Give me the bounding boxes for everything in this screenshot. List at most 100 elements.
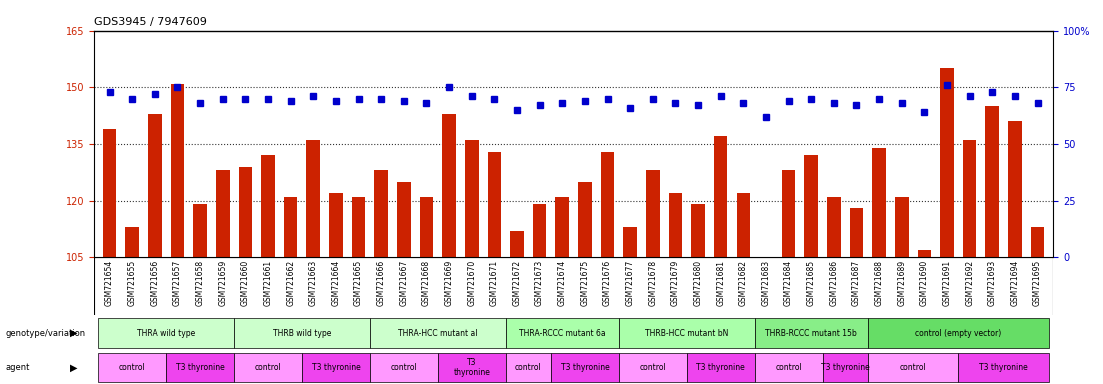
FancyBboxPatch shape	[234, 318, 370, 348]
Text: GSM721656: GSM721656	[150, 260, 159, 306]
Text: GSM721680: GSM721680	[694, 260, 703, 306]
FancyBboxPatch shape	[370, 318, 505, 348]
FancyBboxPatch shape	[302, 353, 370, 382]
Text: GSM721675: GSM721675	[580, 260, 589, 306]
Text: T3 thyronine: T3 thyronine	[560, 363, 609, 372]
Bar	[940, 68, 954, 257]
Bar	[737, 193, 750, 257]
Bar	[216, 170, 229, 257]
Text: GSM721694: GSM721694	[1010, 260, 1019, 306]
Text: THRB wild type: THRB wild type	[272, 329, 331, 338]
Bar	[171, 84, 184, 257]
Text: GSM721688: GSM721688	[875, 260, 884, 306]
Text: GSM721677: GSM721677	[625, 260, 634, 306]
Text: control: control	[775, 363, 802, 372]
Text: control: control	[515, 363, 542, 372]
FancyBboxPatch shape	[370, 353, 438, 382]
Text: control: control	[640, 363, 666, 372]
Text: GSM721674: GSM721674	[558, 260, 567, 306]
Bar	[533, 204, 546, 257]
FancyBboxPatch shape	[505, 353, 550, 382]
Text: GDS3945 / 7947609: GDS3945 / 7947609	[94, 17, 206, 27]
Bar	[714, 136, 728, 257]
Text: T3 thyronine: T3 thyronine	[821, 363, 869, 372]
Text: agent: agent	[6, 363, 30, 372]
Text: GSM721683: GSM721683	[761, 260, 770, 306]
FancyBboxPatch shape	[687, 353, 754, 382]
FancyBboxPatch shape	[823, 353, 868, 382]
FancyBboxPatch shape	[438, 353, 505, 382]
Text: ▶: ▶	[69, 362, 77, 373]
Text: GSM721657: GSM721657	[173, 260, 182, 306]
FancyBboxPatch shape	[868, 353, 959, 382]
Bar	[126, 227, 139, 257]
Bar	[601, 152, 614, 257]
Bar	[849, 208, 864, 257]
Text: THRA wild type: THRA wild type	[137, 329, 195, 338]
Text: GSM721658: GSM721658	[195, 260, 205, 306]
Text: GSM721684: GSM721684	[784, 260, 793, 306]
Bar	[985, 106, 999, 257]
FancyBboxPatch shape	[167, 353, 234, 382]
Text: control (empty vector): control (empty vector)	[915, 329, 1002, 338]
Text: THRA-HCC mutant al: THRA-HCC mutant al	[398, 329, 478, 338]
Text: GSM721691: GSM721691	[942, 260, 952, 306]
Text: GSM721667: GSM721667	[399, 260, 408, 306]
Text: genotype/variation: genotype/variation	[6, 329, 86, 338]
Text: GSM721689: GSM721689	[897, 260, 907, 306]
Text: T3 thyronine: T3 thyronine	[311, 363, 361, 372]
Text: GSM721690: GSM721690	[920, 260, 929, 306]
Text: GSM721679: GSM721679	[671, 260, 679, 306]
Text: GSM721665: GSM721665	[354, 260, 363, 306]
Text: GSM721659: GSM721659	[218, 260, 227, 306]
Bar	[103, 129, 117, 257]
FancyBboxPatch shape	[619, 353, 687, 382]
Text: THRA-RCCC mutant 6a: THRA-RCCC mutant 6a	[518, 329, 606, 338]
Bar	[465, 140, 479, 257]
Text: T3 thyronine: T3 thyronine	[979, 363, 1028, 372]
Text: control: control	[900, 363, 927, 372]
Bar	[374, 170, 388, 257]
Bar	[895, 197, 909, 257]
FancyBboxPatch shape	[98, 318, 234, 348]
Bar	[1030, 227, 1045, 257]
Bar	[442, 114, 456, 257]
Bar	[488, 152, 501, 257]
Bar	[329, 193, 343, 257]
Bar	[261, 155, 275, 257]
FancyBboxPatch shape	[868, 318, 1049, 348]
Text: GSM721673: GSM721673	[535, 260, 544, 306]
Text: GSM721682: GSM721682	[739, 260, 748, 306]
Bar	[692, 204, 705, 257]
Text: GSM721681: GSM721681	[716, 260, 725, 306]
Text: GSM721685: GSM721685	[806, 260, 816, 306]
Bar	[668, 193, 682, 257]
Bar	[193, 204, 207, 257]
Text: GSM721654: GSM721654	[105, 260, 114, 306]
Text: GSM721670: GSM721670	[468, 260, 476, 306]
Bar	[804, 155, 818, 257]
FancyBboxPatch shape	[754, 318, 868, 348]
Text: GSM721668: GSM721668	[422, 260, 431, 306]
FancyBboxPatch shape	[234, 353, 302, 382]
Text: GSM721663: GSM721663	[309, 260, 318, 306]
Bar	[307, 140, 320, 257]
Bar	[918, 250, 931, 257]
Text: T3 thyronine: T3 thyronine	[696, 363, 745, 372]
Text: GSM721661: GSM721661	[264, 260, 272, 306]
FancyBboxPatch shape	[550, 353, 619, 382]
FancyBboxPatch shape	[959, 353, 1049, 382]
Text: GSM721692: GSM721692	[965, 260, 974, 306]
Bar	[397, 182, 410, 257]
Text: GSM721693: GSM721693	[988, 260, 997, 306]
Bar	[963, 140, 976, 257]
Text: ▶: ▶	[69, 328, 77, 338]
Bar	[872, 148, 886, 257]
Text: control: control	[390, 363, 417, 372]
Bar	[623, 227, 636, 257]
Bar	[283, 197, 298, 257]
Text: GSM721666: GSM721666	[377, 260, 386, 306]
Bar	[1008, 121, 1021, 257]
Bar	[511, 231, 524, 257]
Text: T3 thyronine: T3 thyronine	[175, 363, 225, 372]
